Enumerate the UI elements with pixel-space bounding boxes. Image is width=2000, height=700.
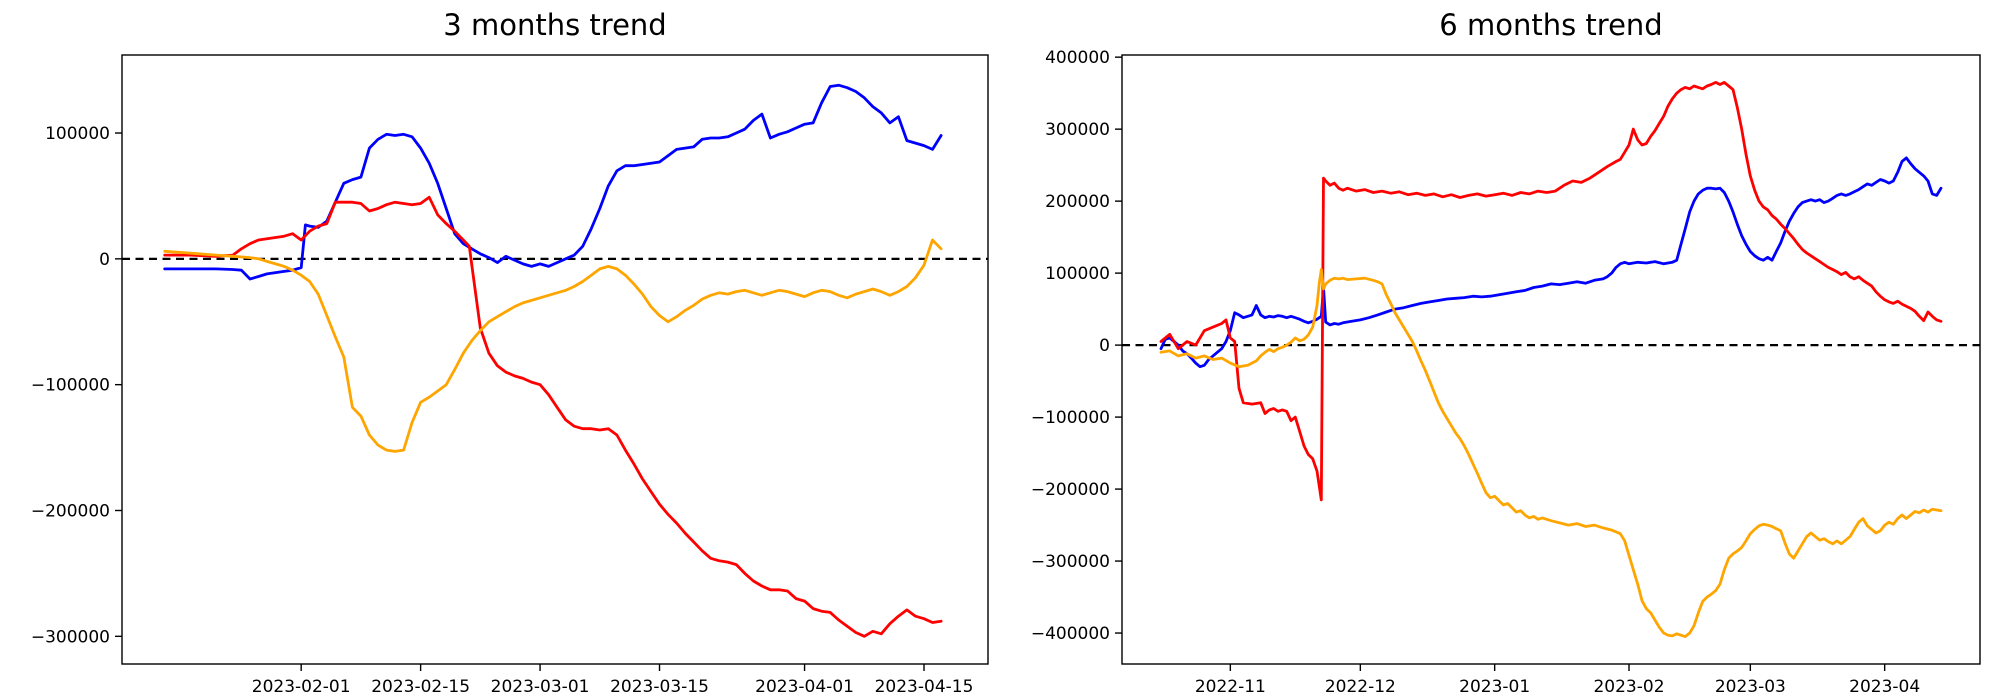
y-tick-label: 100000 [45,124,110,144]
x-tick-label: 2023-01 [1459,677,1530,697]
x-tick-label: 2023-04-15 [875,677,974,697]
y-tick-label: 100000 [1045,264,1110,284]
y-tick-label: −100000 [1031,408,1110,428]
y-tick-label: −200000 [1031,480,1110,500]
x-tick-label: 2023-02 [1593,677,1664,697]
plot-border [121,54,989,665]
chart-title-3-months: 3 months trend [443,8,667,42]
x-tick-label: 2022-11 [1195,677,1266,697]
series-line-blue [1159,156,1943,369]
series-line-orange [163,238,943,453]
x-tick-label: 2023-04 [1849,677,1920,697]
series-line-red [163,195,943,638]
y-tick-label: 0 [99,250,110,270]
y-tick-label: 0 [1099,336,1110,356]
x-tick-label: 2022-12 [1325,677,1396,697]
y-tick-label: 300000 [1045,120,1110,140]
chart-3-months-trend: 100000 0 −100000 −200000 −300000 2023-02-01 20… [31,54,989,697]
chart-title-6-months: 6 months trend [1439,8,1663,42]
series-line-orange [1159,268,1943,638]
y-tick-label: −300000 [31,627,110,647]
x-tick-label: 2023-02-15 [371,677,470,697]
y-tick-label: −100000 [31,376,110,396]
x-tick-label: 2023-03-15 [610,677,709,697]
y-tick-label: 200000 [1045,192,1110,212]
y-tick-label: 400000 [1045,48,1110,68]
x-tick-label: 2023-04-01 [755,677,854,697]
plot-border [1121,54,1981,665]
y-tick-label: −200000 [31,501,110,521]
y-tick-label: −300000 [1031,552,1110,572]
x-tick-label: 2023-03-01 [491,677,590,697]
y-tick-label: −400000 [1031,624,1110,644]
series-line-red [1159,81,1943,502]
x-tick-label: 2023-03 [1715,677,1786,697]
x-tick-label: 2023-02-01 [252,677,351,697]
chart-6-months-trend: 400000 300000 200000 100000 0 −100000 −200000 −… [1031,48,1981,697]
